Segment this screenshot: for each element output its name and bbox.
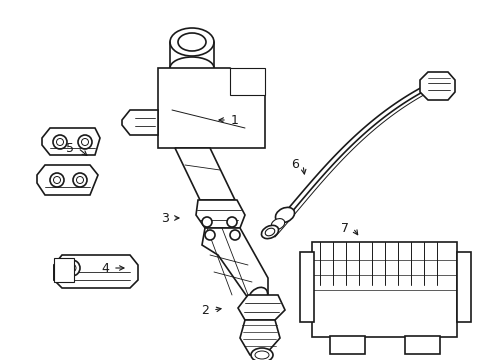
Ellipse shape — [170, 28, 214, 56]
Circle shape — [64, 260, 80, 276]
Ellipse shape — [275, 207, 294, 222]
Ellipse shape — [178, 33, 205, 51]
Circle shape — [68, 264, 76, 272]
Circle shape — [229, 230, 240, 240]
Circle shape — [73, 173, 87, 187]
Text: 4: 4 — [101, 261, 109, 274]
Polygon shape — [196, 200, 244, 228]
Bar — [456, 252, 470, 322]
Polygon shape — [158, 68, 264, 148]
Polygon shape — [419, 72, 454, 100]
Circle shape — [53, 135, 67, 149]
Ellipse shape — [261, 225, 278, 239]
Text: 6: 6 — [290, 158, 298, 171]
Text: 5: 5 — [66, 141, 74, 154]
Circle shape — [81, 139, 88, 145]
Circle shape — [50, 173, 64, 187]
Bar — [329, 336, 364, 354]
Text: 1: 1 — [231, 113, 239, 126]
Circle shape — [202, 217, 212, 227]
Text: 2: 2 — [201, 303, 208, 316]
Ellipse shape — [254, 351, 268, 359]
Polygon shape — [54, 255, 138, 288]
Text: 3: 3 — [161, 211, 168, 225]
Polygon shape — [229, 68, 264, 95]
Circle shape — [204, 230, 215, 240]
Bar — [299, 252, 313, 322]
Polygon shape — [240, 320, 280, 355]
Polygon shape — [42, 128, 100, 155]
Polygon shape — [37, 165, 98, 195]
Ellipse shape — [248, 287, 267, 307]
Circle shape — [57, 139, 63, 145]
Ellipse shape — [271, 219, 284, 229]
Polygon shape — [238, 295, 285, 320]
Ellipse shape — [264, 228, 274, 236]
Polygon shape — [122, 110, 158, 135]
Circle shape — [76, 176, 83, 184]
Bar — [311, 242, 456, 337]
Ellipse shape — [170, 57, 214, 79]
Bar — [404, 336, 439, 354]
Circle shape — [78, 135, 92, 149]
Text: 7: 7 — [340, 221, 348, 234]
Circle shape — [53, 176, 61, 184]
Ellipse shape — [250, 348, 272, 360]
Polygon shape — [202, 228, 267, 298]
Bar — [54, 258, 74, 282]
Circle shape — [226, 217, 237, 227]
Polygon shape — [175, 148, 235, 200]
